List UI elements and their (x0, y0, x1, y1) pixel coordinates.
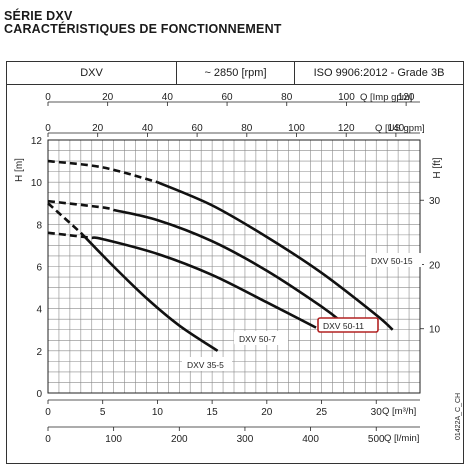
us-gpm-tick-label: 120 (338, 123, 355, 134)
curve-label-dxv-35-5: DXV 35-5 (187, 360, 224, 370)
us-gpm-axis-label: Q [US gpm] (375, 123, 425, 134)
curve-dxv-50-15-dashed (47, 159, 158, 184)
curve-dxv-50-11 (113, 208, 345, 325)
label-box-dxv-50-7 (234, 331, 288, 345)
l-min-tick-label: 300 (237, 434, 254, 445)
l-min-tick-label: 200 (171, 434, 188, 445)
imp-gpm-tick-label: 40 (162, 92, 174, 103)
curve-label-dxv-50-11: DXV 50-11 (323, 321, 364, 331)
label-box-dxv-50-11 (317, 317, 379, 333)
label-box-dxv-35-5 (182, 357, 232, 371)
x-axis-label: Q [m³/h] (382, 406, 416, 417)
curve-dxv-50-15 (156, 180, 394, 331)
x-tick-label: 20 (261, 407, 273, 418)
y-tick-label: 6 (36, 263, 42, 274)
ft-tick-label: 20 (429, 260, 441, 271)
y-tick-label: 12 (31, 136, 43, 147)
l-min-tick-label: 500 (368, 434, 385, 445)
imp-gpm-tick-label: 20 (102, 92, 114, 103)
imp-gpm-tick-label: 80 (281, 92, 293, 103)
y-axis-label: H [m] (14, 158, 25, 182)
label-box-dxv-50-15 (366, 253, 422, 267)
x-tick-label: 10 (152, 407, 164, 418)
info-bar: DXV ~ 2850 [rpm] ISO 9906:2012 - Grade 3… (6, 61, 464, 85)
x-tick-label: 25 (316, 407, 328, 418)
us-gpm-tick-label: 80 (241, 123, 253, 134)
l-min-tick-label: 400 (302, 434, 319, 445)
imp-gpm-tick-label: 60 (221, 92, 233, 103)
us-gpm-tick-label: 20 (92, 123, 104, 134)
l-min-tick-label: 100 (105, 434, 122, 445)
y-tick-label: 0 (36, 389, 42, 400)
curve-label-dxv-50-15: DXV 50-15 (371, 256, 413, 266)
curve-dxv-50-7-dashed (47, 231, 92, 240)
imp-gpm-tick-label: 120 (398, 92, 415, 103)
us-gpm-tick-label: 40 (142, 123, 154, 134)
curve-dxv-35-5-dashed (47, 202, 82, 234)
y-tick-label: 8 (36, 220, 42, 231)
speed-cell: ~ 2850 [rpm] (177, 62, 295, 84)
curve-label-dxv-50-7: DXV 50-7 (239, 334, 276, 344)
x-tick-label: 30 (371, 407, 383, 418)
imp-gpm-tick-label: 100 (338, 92, 355, 103)
model-cell: DXV (7, 62, 177, 84)
y-tick-label: 2 (36, 347, 42, 358)
ft-tick-label: 10 (429, 325, 441, 336)
series-title: SÉRIE DXV (4, 9, 73, 23)
curve-dxv-35-5 (79, 231, 219, 352)
right-axis-label: H [ft] (432, 157, 443, 178)
side-code: 01422A_C_CH (455, 393, 462, 440)
imp-gpm-tick-label: 0 (45, 92, 51, 103)
l-min-tick-label: 0 (45, 434, 51, 445)
imp-gpm-axis-label: Q [Imp gpm] (360, 92, 412, 103)
chart-subtitle: CARACTÉRISTIQUES DE FONCTIONNEMENT (4, 22, 282, 36)
x-tick-label: 5 (100, 407, 106, 418)
y-tick-label: 10 (31, 178, 43, 189)
curve-dxv-50-11-dashed (47, 199, 115, 212)
chart-panel (6, 85, 464, 464)
standard-cell: ISO 9906:2012 - Grade 3B (313, 67, 445, 79)
y-tick-label: 4 (36, 305, 42, 316)
curve-dxv-50-7 (91, 236, 317, 329)
us-gpm-tick-label: 140 (388, 123, 405, 134)
x-tick-label: 0 (45, 407, 51, 418)
us-gpm-tick-label: 100 (288, 123, 305, 134)
x-tick-label: 15 (207, 407, 219, 418)
us-gpm-tick-label: 0 (45, 123, 51, 134)
us-gpm-tick-label: 60 (192, 123, 204, 134)
ft-tick-label: 30 (429, 196, 441, 207)
l-min-axis-label: Q [l/min] (384, 433, 419, 444)
